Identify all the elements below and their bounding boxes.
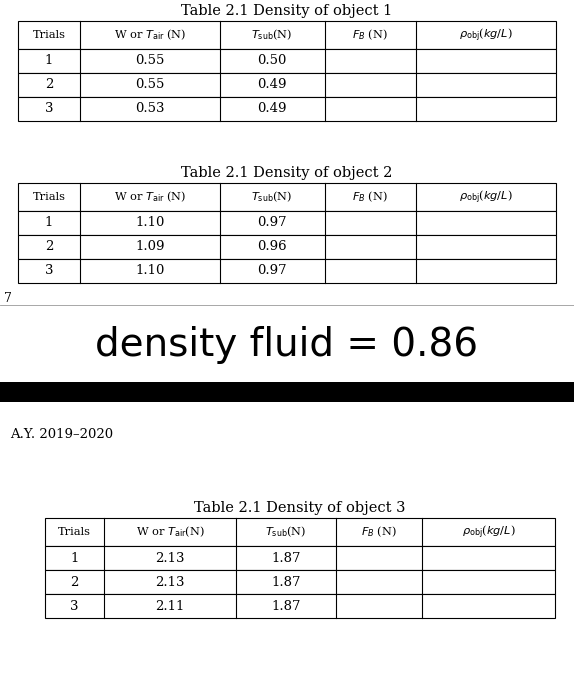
Text: 2.13: 2.13 (155, 552, 185, 564)
Text: 2: 2 (45, 78, 53, 92)
Text: W or $T_{\mathrm{air}}$(N): W or $T_{\mathrm{air}}$(N) (135, 525, 204, 539)
Bar (18, 183, 556, 211)
Text: 2: 2 (70, 575, 79, 589)
Text: 1.09: 1.09 (135, 241, 165, 253)
Bar (45, 570, 555, 594)
Text: $F_B$ (N): $F_B$ (N) (352, 28, 389, 42)
Bar (18, 97, 556, 121)
Text: Trials: Trials (33, 30, 65, 40)
Text: 1: 1 (45, 55, 53, 67)
Text: 1.87: 1.87 (272, 599, 301, 612)
Bar (18, 211, 556, 235)
Text: 0.97: 0.97 (257, 265, 287, 277)
Bar (18, 235, 556, 259)
Text: 3: 3 (45, 102, 53, 116)
Text: 2.13: 2.13 (155, 575, 185, 589)
Text: $F_B$ (N): $F_B$ (N) (352, 190, 389, 204)
Text: Table 2.1 Density of object 2: Table 2.1 Density of object 2 (181, 166, 393, 180)
Bar (18, 259, 556, 283)
Text: 1.87: 1.87 (272, 552, 301, 564)
Text: 1.10: 1.10 (135, 216, 165, 230)
Text: density fluid = 0.86: density fluid = 0.86 (95, 326, 479, 364)
Text: 0.49: 0.49 (258, 102, 287, 116)
Text: 1.10: 1.10 (135, 265, 165, 277)
Text: 7: 7 (4, 292, 12, 305)
Bar (18, 49, 556, 73)
Bar (45, 518, 555, 546)
Text: Table 2.1 Density of object 1: Table 2.1 Density of object 1 (181, 4, 393, 18)
Text: $T_{\mathrm{sub}}$(N): $T_{\mathrm{sub}}$(N) (251, 28, 293, 42)
Text: 0.97: 0.97 (257, 216, 287, 230)
Text: $F_B$ (N): $F_B$ (N) (361, 525, 397, 539)
Bar (18, 21, 556, 49)
Bar (45, 546, 555, 570)
Text: Table 2.1 Density of object 3: Table 2.1 Density of object 3 (194, 501, 406, 515)
Text: $\rho_{\mathrm{obj}}$($kg/L$): $\rho_{\mathrm{obj}}$($kg/L$) (462, 524, 515, 540)
Bar (18, 73, 556, 97)
Text: 1: 1 (45, 216, 53, 230)
Text: 0.53: 0.53 (135, 102, 165, 116)
Bar (0, 382, 574, 402)
Text: 2: 2 (45, 241, 53, 253)
Text: 0.49: 0.49 (258, 78, 287, 92)
Text: $T_{\mathrm{sub}}$(N): $T_{\mathrm{sub}}$(N) (251, 190, 293, 204)
Bar (45, 594, 555, 618)
Text: 1.87: 1.87 (272, 575, 301, 589)
Text: 3: 3 (70, 599, 79, 612)
Text: $\rho_{\mathrm{obj}}$($kg/L$): $\rho_{\mathrm{obj}}$($kg/L$) (459, 188, 513, 206)
Text: 2.11: 2.11 (155, 599, 185, 612)
Text: A.Y. 2019–2020: A.Y. 2019–2020 (10, 428, 113, 442)
Text: W or $T_{\mathrm{air}}$ (N): W or $T_{\mathrm{air}}$ (N) (114, 190, 186, 204)
Text: $\rho_{\mathrm{obj}}$($kg/L$): $\rho_{\mathrm{obj}}$($kg/L$) (459, 27, 513, 43)
Text: 0.96: 0.96 (257, 241, 287, 253)
Text: W or $T_{\mathrm{air}}$ (N): W or $T_{\mathrm{air}}$ (N) (114, 28, 186, 42)
Text: $T_{\mathrm{sub}}$(N): $T_{\mathrm{sub}}$(N) (265, 525, 307, 539)
Text: 0.55: 0.55 (135, 78, 165, 92)
Text: Trials: Trials (58, 527, 91, 537)
Text: 3: 3 (45, 265, 53, 277)
Text: 0.50: 0.50 (258, 55, 287, 67)
Text: 0.55: 0.55 (135, 55, 165, 67)
Text: Trials: Trials (33, 192, 65, 202)
Text: 1: 1 (70, 552, 79, 564)
